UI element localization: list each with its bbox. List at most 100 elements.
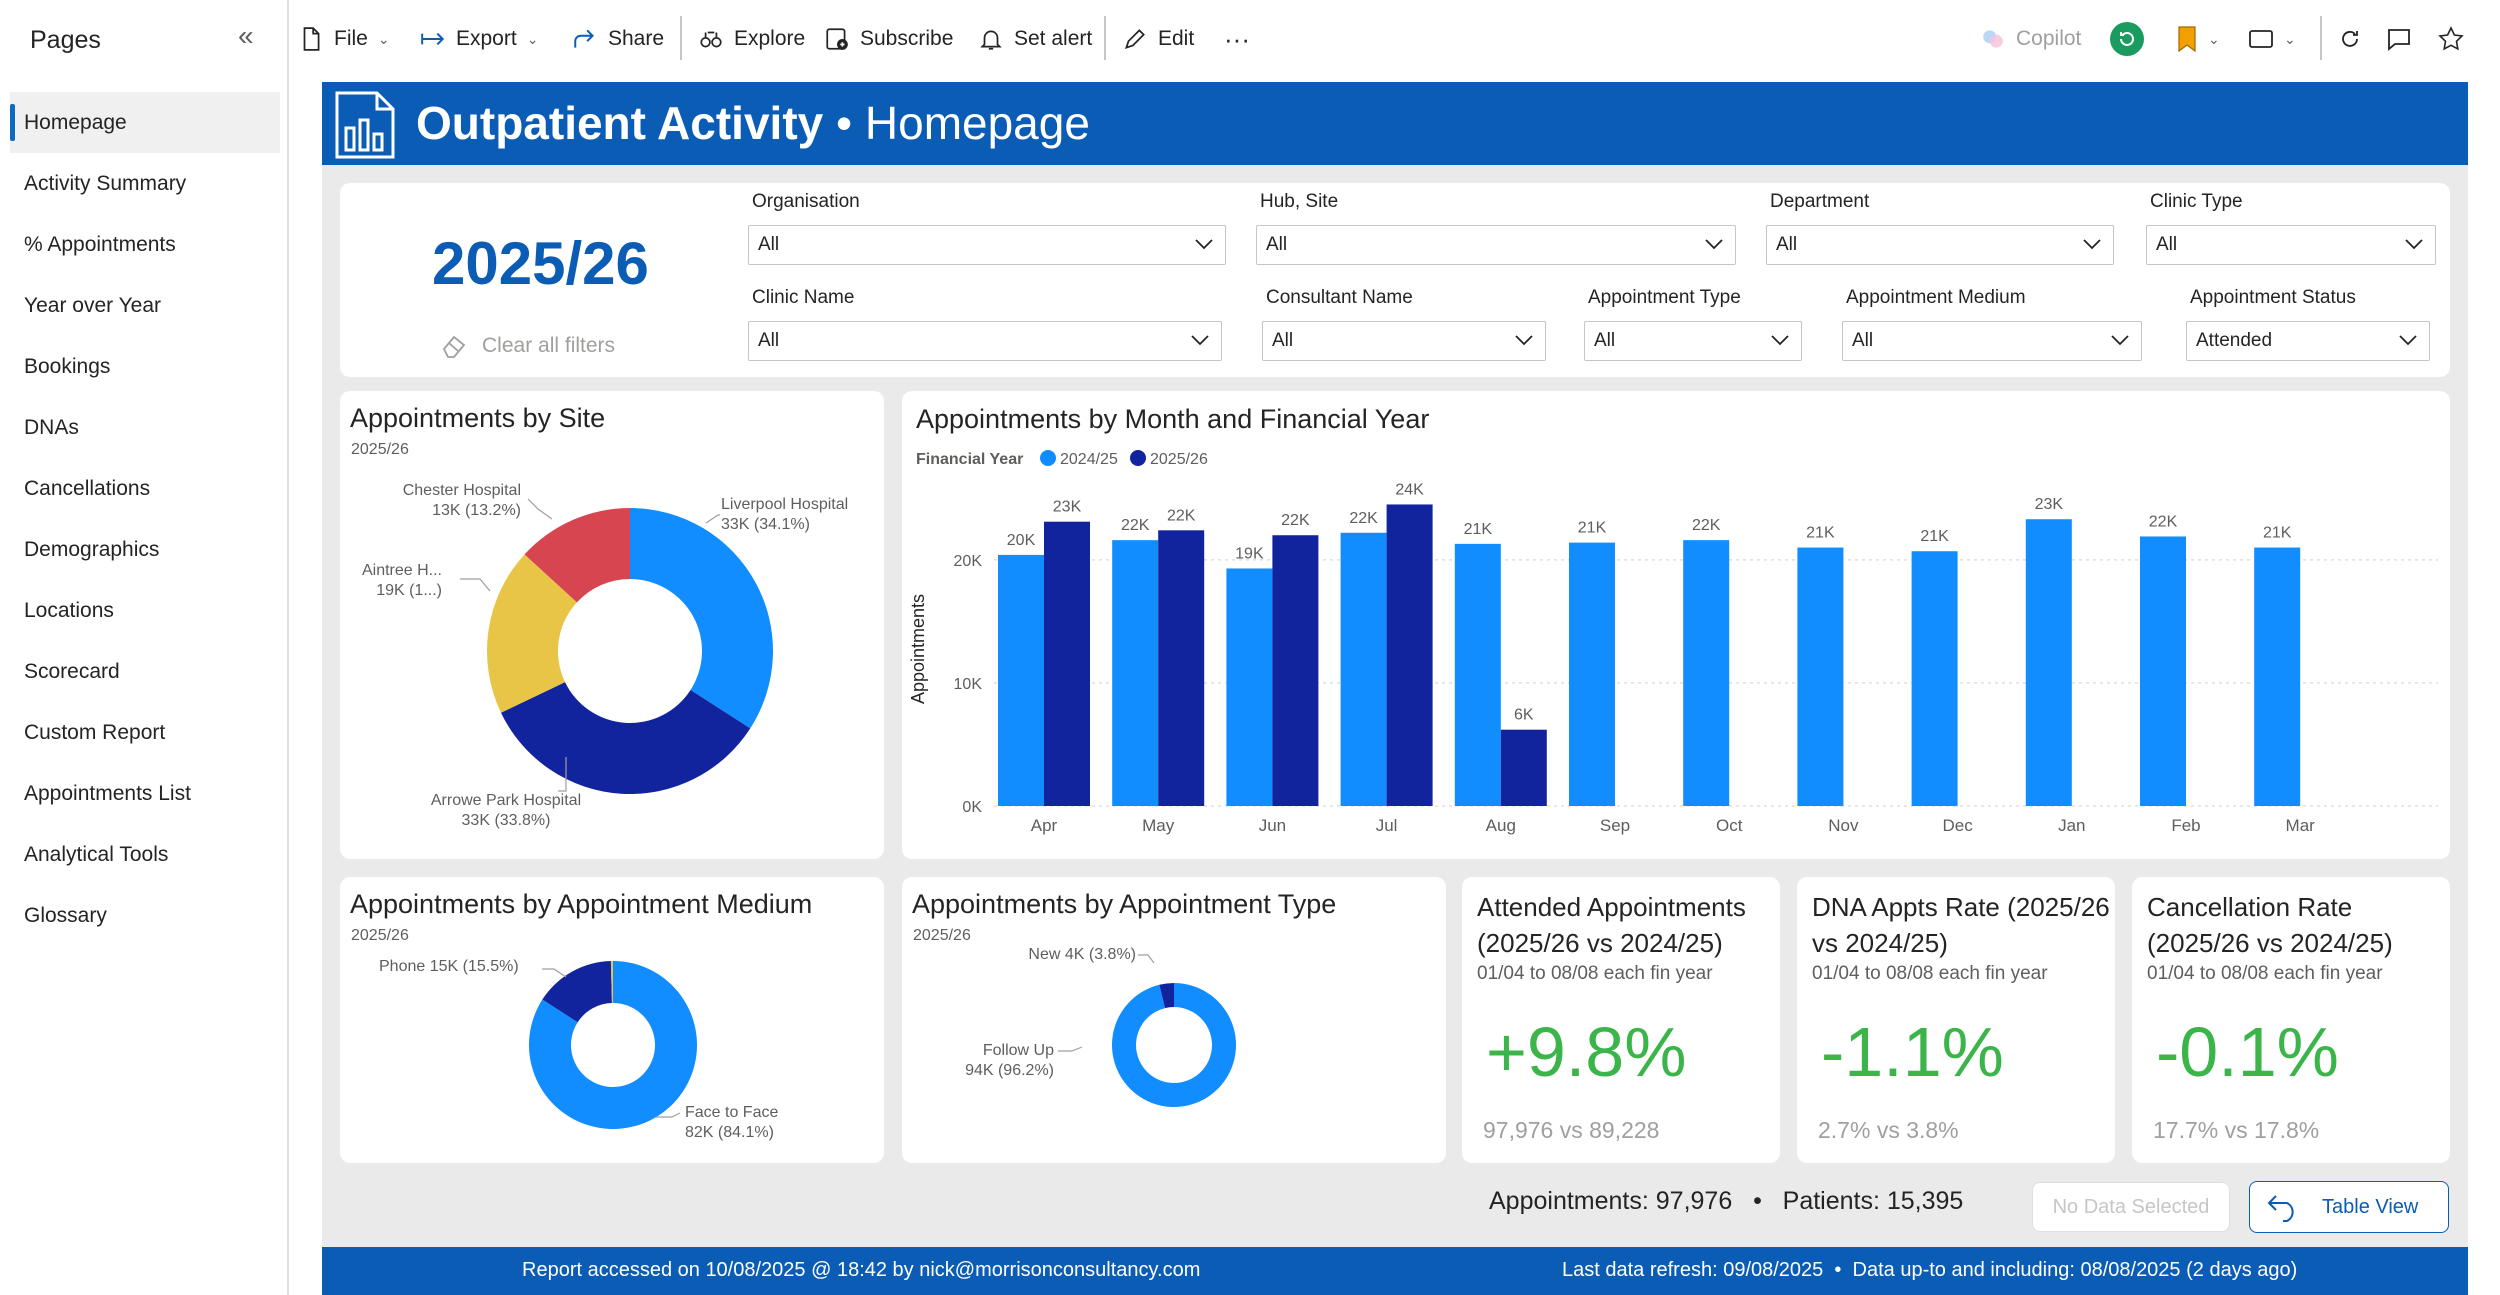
data-label: 24K <box>1395 481 1424 498</box>
copilot-button[interactable]: Copilot <box>1980 22 2081 56</box>
donut-slice <box>630 508 773 729</box>
hub-site-dropdown[interactable]: All <box>1256 225 1736 265</box>
view-window-icon <box>2249 30 2273 48</box>
x-tick-label: Feb <box>2171 816 2200 835</box>
no-data-selected-button[interactable]: No Data Selected <box>2032 1182 2230 1232</box>
comments-button[interactable] <box>2386 22 2412 56</box>
clinic-name-label: Clinic Name <box>752 287 855 308</box>
appointment-type-dropdown[interactable]: All <box>1584 321 1802 361</box>
page-item-custom-report[interactable]: Custom Report <box>24 721 166 744</box>
bar <box>1158 530 1205 806</box>
favorite-button[interactable] <box>2438 22 2464 56</box>
double-chevron-left-icon[interactable]: « <box>238 20 254 51</box>
y-tick-label: 10K <box>954 676 983 693</box>
subscribe-icon <box>826 28 848 50</box>
set-alert-label: Set alert <box>1014 27 1093 50</box>
more-options-button[interactable]: ··· <box>1224 23 1250 54</box>
sync-status-icon <box>2110 22 2144 56</box>
view-options-button[interactable]: ⌄ <box>2248 22 2296 56</box>
page-item-scorecard[interactable]: Scorecard <box>24 660 120 683</box>
explore-button[interactable]: Explore <box>698 22 805 56</box>
slice-label: Liverpool Hospital <box>721 496 848 513</box>
organisation-label: Organisation <box>752 191 860 212</box>
donut-slice <box>1112 983 1236 1107</box>
page-item-appointments-percent[interactable]: % Appointments <box>24 233 176 256</box>
page-item-locations[interactable]: Locations <box>24 599 114 622</box>
copilot-icon <box>1983 30 2003 48</box>
clinic-name-dropdown[interactable]: All <box>748 321 1222 361</box>
donut-slice <box>529 961 697 1129</box>
appointment-status-dropdown[interactable]: Attended <box>2186 321 2430 361</box>
export-menu-button[interactable]: Export ⌄ <box>420 22 538 56</box>
page-list: Homepage Activity Summary % Appointments… <box>10 92 280 946</box>
chart-subtitle: 2025/26 <box>351 927 409 944</box>
y-tick-label: 0K <box>962 799 982 816</box>
page-item-bookings[interactable]: Bookings <box>24 355 111 378</box>
appointment-medium-dropdown[interactable]: All <box>1842 321 2142 361</box>
page-item-glossary[interactable]: Glossary <box>24 904 107 927</box>
pages-title: Pages <box>30 26 101 54</box>
page-item-cancellations[interactable]: Cancellations <box>24 477 151 500</box>
y-tick-label: 20K <box>954 553 983 570</box>
edit-label: Edit <box>1158 27 1195 50</box>
slice-label: Aintree H... <box>362 562 442 579</box>
data-label: 21K <box>1920 528 1949 545</box>
data-label: 21K <box>1464 521 1493 538</box>
report-banner: Outpatient Activity • Homepage <box>322 82 2468 165</box>
appointments-by-site-card: Appointments by Site 2025/26 Liverpool H… <box>340 391 884 859</box>
donut-slice <box>542 961 612 1023</box>
data-label: 19K <box>1235 545 1264 562</box>
consultant-name-dropdown[interactable]: All <box>1262 321 1546 361</box>
export-arrow-icon <box>421 32 445 46</box>
edit-button[interactable]: Edit <box>1122 22 1194 56</box>
department-label: Department <box>1770 191 1870 212</box>
refresh-status-button[interactable] <box>2110 22 2144 56</box>
slice-value-label: 13K (13.2%) <box>432 502 521 519</box>
data-label: 23K <box>1053 499 1082 516</box>
bookmark-button[interactable]: ⌄ <box>2176 22 2220 56</box>
bar <box>1454 543 1501 806</box>
department-dropdown[interactable]: All <box>1766 225 2114 265</box>
set-alert-button[interactable]: Set alert <box>978 22 1092 56</box>
page-item-activity-summary[interactable]: Activity Summary <box>24 172 187 195</box>
subscribe-button[interactable]: Subscribe <box>824 22 953 56</box>
organisation-dropdown[interactable]: All <box>748 225 1226 265</box>
leader-line <box>542 968 567 978</box>
slice-value-label: 33K (33.8%) <box>462 812 551 829</box>
y-axis-label: Appointments <box>908 594 928 704</box>
x-tick-label: Oct <box>1716 816 1743 835</box>
chevron-down-icon <box>1191 335 1209 346</box>
legend-title: Financial Year <box>916 451 1023 468</box>
chevron-down-icon: ⌄ <box>2208 30 2220 47</box>
donut-slice <box>524 508 630 603</box>
clear-filters-button[interactable]: Clear all filters <box>440 333 615 359</box>
appointments-by-month-card: Appointments by Month and Financial Year… <box>902 391 2450 859</box>
page-item-year-over-year[interactable]: Year over Year <box>24 294 162 317</box>
table-view-button[interactable]: Table View <box>2249 1181 2449 1233</box>
reload-icon <box>2342 31 2358 47</box>
x-tick-label: Jun <box>1259 816 1286 835</box>
data-label: 22K <box>1692 517 1721 534</box>
page-item-demographics[interactable]: Demographics <box>24 538 160 561</box>
data-label: 22K <box>1121 517 1150 534</box>
slice-value-label: 94K (96.2%) <box>965 1062 1054 1079</box>
reload-button[interactable] <box>2338 22 2362 56</box>
file-menu-button[interactable]: File ⌄ <box>298 22 390 56</box>
clinic-type-label: Clinic Type <box>2150 191 2243 212</box>
bar <box>1386 504 1433 806</box>
bar <box>998 554 1044 806</box>
donut-slice <box>487 554 577 713</box>
page-item-appointments-list[interactable]: Appointments List <box>24 782 191 805</box>
page-item-homepage[interactable]: Homepage <box>10 92 280 153</box>
bell-icon <box>980 30 1002 50</box>
kpi-value: +9.8% <box>1486 1013 1687 1091</box>
kpi-card-attended: Attended Appointments (2025/26 vs 2024/2… <box>1462 877 1780 1163</box>
chart-title: Appointments by Site <box>350 403 606 433</box>
filters-panel: 2025/26 Clear all filters Organisation A… <box>340 183 2450 377</box>
share-button[interactable]: Share <box>572 22 664 56</box>
data-label: 22K <box>1281 512 1310 529</box>
page-item-analytical-tools[interactable]: Analytical Tools <box>24 843 169 866</box>
page-item-dnas[interactable]: DNAs <box>24 416 79 439</box>
clinic-type-dropdown[interactable]: All <box>2146 225 2436 265</box>
slice-label: Chester Hospital <box>403 482 521 499</box>
